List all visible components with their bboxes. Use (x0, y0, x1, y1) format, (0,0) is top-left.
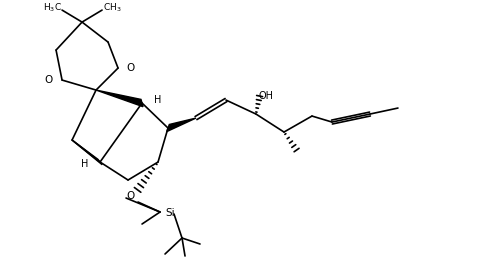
Polygon shape (167, 118, 196, 132)
Text: H: H (154, 95, 162, 105)
Text: CH$_3$: CH$_3$ (103, 2, 121, 14)
Text: O: O (126, 191, 134, 201)
Polygon shape (96, 90, 143, 107)
Text: O: O (44, 75, 52, 85)
Text: H: H (81, 159, 88, 169)
Text: O: O (126, 63, 134, 73)
Text: Si: Si (165, 208, 175, 218)
Text: OH: OH (259, 91, 273, 101)
Polygon shape (72, 140, 102, 165)
Text: H$_3$C: H$_3$C (43, 2, 62, 14)
